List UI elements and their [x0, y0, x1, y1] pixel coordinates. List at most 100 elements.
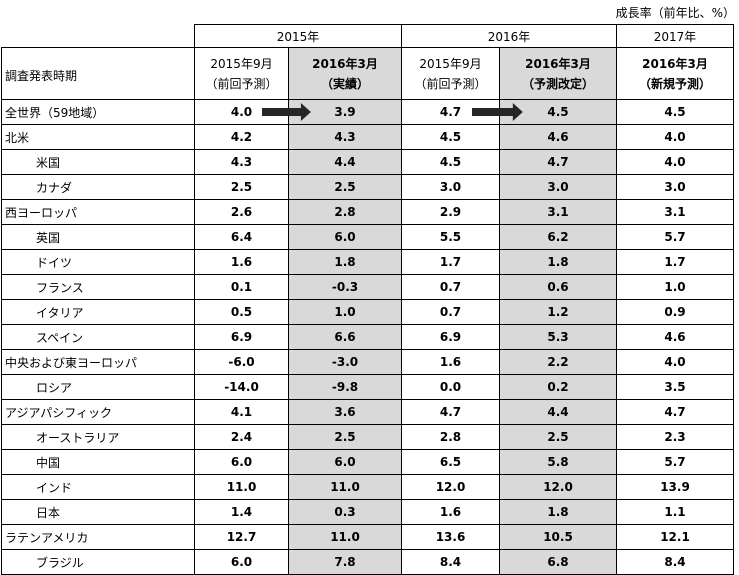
table-row: 北米 4.2 4.3 4.5 4.6 4.0: [1, 124, 734, 150]
value-cell: 5.7: [616, 224, 734, 250]
year-header-2015: 2015年: [194, 24, 402, 48]
value-cell: 4.7: [616, 399, 734, 425]
table-row: 日本 1.4 0.3 1.6 1.8 1.1: [1, 499, 734, 525]
value-cell: 11.0: [288, 474, 402, 500]
value-cell: 1.6: [401, 349, 500, 375]
value-cell: 2.5: [288, 424, 402, 450]
value-cell: 4.5: [616, 99, 734, 125]
region-name: オーストラリア: [1, 424, 195, 450]
value-cell: 2.8: [401, 424, 500, 450]
value-cell: 8.4: [401, 549, 500, 575]
period-date: 2016年3月: [312, 56, 378, 71]
value-cell: 13.9: [616, 474, 734, 500]
table-body: 全世界（59地域） 4.0 3.9 4.7 4.5 4.5 北米 4.2 4.3 4.5 4.6 4.…: [1, 99, 734, 575]
value-cell: -14.0: [194, 374, 289, 400]
region-name: 日本: [1, 499, 195, 525]
value-cell: 0.6: [499, 274, 617, 300]
value-cell: 4.3: [194, 149, 289, 175]
value-cell: 12.7: [194, 524, 289, 550]
table-row: ブラジル 6.0 7.8 8.4 6.8 8.4: [1, 549, 734, 575]
table-row: スペイン 6.9 6.6 6.9 5.3 4.6: [1, 324, 734, 350]
value-cell: 4.0: [616, 349, 734, 375]
value-cell: 0.9: [616, 299, 734, 325]
region-name: 中国: [1, 449, 195, 475]
value-cell: 2.8: [288, 199, 402, 225]
period-note: （新規予測）: [638, 76, 711, 91]
period-note: （実績）: [320, 76, 369, 91]
value-cell: 1.8: [499, 499, 617, 525]
value-cell: 11.0: [194, 474, 289, 500]
period-header-4: 2016年3月 （予測改定）: [499, 47, 617, 100]
region-name: 中央および東ヨーロッパ: [1, 349, 195, 375]
value-cell: 5.5: [401, 224, 500, 250]
right-arrow-icon: [472, 103, 523, 121]
year-header-2016: 2016年: [401, 24, 617, 48]
period-header-5: 2016年3月 （新規予測）: [616, 47, 734, 100]
value-cell: 3.6: [288, 399, 402, 425]
region-name: 西ヨーロッパ: [1, 199, 195, 225]
table-row: フランス 0.1 -0.3 0.7 0.6 1.0: [1, 274, 734, 300]
value-cell: 6.5: [401, 449, 500, 475]
table-row: 英国 6.4 6.0 5.5 6.2 5.7: [1, 224, 734, 250]
value-cell: 3.0: [401, 174, 500, 200]
period-date: 2015年9月: [210, 56, 273, 71]
value-cell: 2.2: [499, 349, 617, 375]
value-cell: 4.5: [401, 124, 500, 150]
region-name: インド: [1, 474, 195, 500]
value-cell: 6.0: [194, 549, 289, 575]
value-cell: 4.7: [401, 399, 500, 425]
value-cell: 1.1: [616, 499, 734, 525]
value-cell: 12.0: [499, 474, 617, 500]
value-cell: 13.6: [401, 524, 500, 550]
region-name: 北米: [1, 124, 195, 150]
region-name: スペイン: [1, 324, 195, 350]
value-cell: 7.8: [288, 549, 402, 575]
value-cell: 10.5: [499, 524, 617, 550]
period-note: （予測改定）: [521, 76, 594, 91]
value-cell: 1.6: [194, 249, 289, 275]
value-cell: 3.5: [616, 374, 734, 400]
value-cell: -3.0: [288, 349, 402, 375]
value-cell: 0.1: [194, 274, 289, 300]
period-note: （前回予測）: [205, 76, 278, 91]
region-name: フランス: [1, 274, 195, 300]
value-cell: 4.4: [499, 399, 617, 425]
region-name: 米国: [1, 149, 195, 175]
value-cell: 6.9: [401, 324, 500, 350]
table-row: アジアパシフィック 4.1 3.6 4.7 4.4 4.7: [1, 399, 734, 425]
value-cell: -9.8: [288, 374, 402, 400]
value-cell: 6.0: [288, 224, 402, 250]
value-cell: 3.9: [288, 99, 402, 125]
value-cell: 2.5: [194, 174, 289, 200]
value-cell: 2.6: [194, 199, 289, 225]
region-name: 英国: [1, 224, 195, 250]
region-name: ブラジル: [1, 549, 195, 575]
value-cell: 1.8: [499, 249, 617, 275]
region-name: 全世界（59地域）: [1, 99, 195, 125]
value-cell: 6.8: [499, 549, 617, 575]
table-row: ドイツ 1.6 1.8 1.7 1.8 1.7: [1, 249, 734, 275]
value-cell: 2.9: [401, 199, 500, 225]
value-cell: 1.4: [194, 499, 289, 525]
period-date: 2016年3月: [642, 56, 708, 71]
value-cell: 4.2: [194, 124, 289, 150]
region-name: ラテンアメリカ: [1, 524, 195, 550]
value-cell: 8.4: [616, 549, 734, 575]
value-cell: 6.2: [499, 224, 617, 250]
table-row: 西ヨーロッパ 2.6 2.8 2.9 3.1 3.1: [1, 199, 734, 225]
region-name: イタリア: [1, 299, 195, 325]
period-note: （前回予測）: [414, 76, 487, 91]
value-cell: 6.0: [288, 449, 402, 475]
table-row: カナダ 2.5 2.5 3.0 3.0 3.0: [1, 174, 734, 200]
value-cell: 5.3: [499, 324, 617, 350]
period-header-1: 2015年9月 （前回予測）: [194, 47, 289, 100]
value-cell: 4.6: [499, 124, 617, 150]
value-cell: 2.3: [616, 424, 734, 450]
table-row: 中央および東ヨーロッパ -6.0 -3.0 1.6 2.2 4.0: [1, 349, 734, 375]
growth-table: 2015年 2016年 2017年 調査発表時期 2015年9月 （前回予測） …: [1, 24, 734, 575]
value-cell: 0.5: [194, 299, 289, 325]
region-name: アジアパシフィック: [1, 399, 195, 425]
year-header-2017: 2017年: [616, 24, 734, 48]
value-cell: 3.0: [616, 174, 734, 200]
period-header-2: 2016年3月 （実績）: [288, 47, 402, 100]
